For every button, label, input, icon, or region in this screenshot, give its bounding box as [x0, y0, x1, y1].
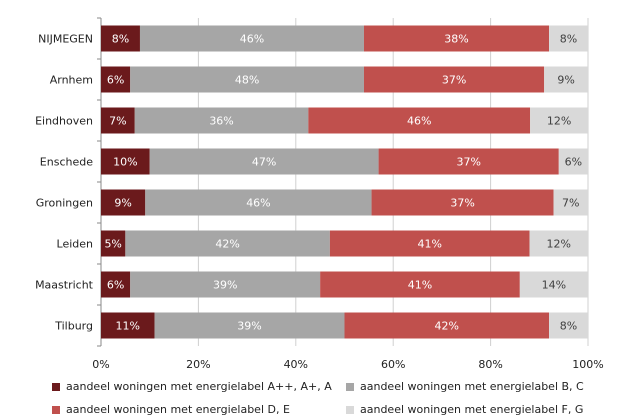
data-label: 8% — [112, 33, 129, 46]
x-tick-label: 80% — [478, 358, 502, 371]
bar-segment — [101, 25, 140, 52]
data-label: 41% — [417, 238, 441, 251]
data-label: 46% — [240, 33, 264, 46]
bar-segment — [125, 230, 330, 257]
bar-segment — [101, 148, 150, 175]
bar-segment — [371, 189, 554, 216]
bar-segment — [363, 66, 545, 93]
data-label: 46% — [407, 115, 431, 128]
category-label: Groningen — [36, 197, 93, 210]
data-label: 41% — [408, 279, 432, 292]
bar-segment — [344, 312, 550, 339]
bar-segment — [549, 312, 588, 339]
bar-segment — [154, 312, 345, 339]
data-label: 12% — [547, 115, 571, 128]
category-label: Eindhoven — [35, 115, 93, 128]
bar-segment — [308, 107, 531, 134]
data-label: 42% — [215, 238, 239, 251]
bar-segment — [529, 230, 588, 257]
data-label: 39% — [213, 279, 237, 292]
data-label: 39% — [237, 320, 261, 333]
data-label: 9% — [557, 74, 574, 87]
data-label: 14% — [542, 279, 566, 292]
category-label: Maastricht — [35, 279, 94, 292]
data-label: 42% — [435, 320, 459, 333]
bar-segment — [519, 271, 588, 298]
bar-segment — [378, 148, 559, 175]
x-tick-label: 20% — [186, 358, 210, 371]
bar-segment — [134, 107, 309, 134]
data-label: 12% — [547, 238, 571, 251]
x-tick-label: 60% — [381, 358, 405, 371]
data-label: 7% — [562, 197, 579, 210]
bar-segment — [101, 66, 131, 93]
category-label: Arnhem — [50, 74, 93, 87]
bar-segment — [553, 189, 588, 216]
bar-segment — [329, 230, 530, 257]
bar-segment — [130, 66, 364, 93]
bar-segment — [363, 25, 550, 52]
data-label: 46% — [246, 197, 270, 210]
bar-segment — [139, 25, 364, 52]
data-label: 6% — [107, 279, 124, 292]
bar-segment — [101, 230, 126, 257]
category-label: Tilburg — [54, 320, 93, 333]
bar-segment — [101, 189, 146, 216]
data-label: 8% — [560, 320, 577, 333]
category-label: Enschede — [40, 156, 93, 169]
data-label: 9% — [114, 197, 131, 210]
bar-segment — [320, 271, 520, 298]
data-label: 6% — [107, 74, 124, 87]
bar-segment — [544, 66, 588, 93]
bar-segment — [530, 107, 588, 134]
data-label: 7% — [109, 115, 126, 128]
bar-segment — [130, 271, 321, 298]
category-label: NIJMEGEN — [38, 33, 93, 46]
data-label: 8% — [560, 33, 577, 46]
bar-segment — [101, 107, 135, 134]
data-label: 6% — [565, 156, 582, 169]
bar-segment — [549, 25, 588, 52]
data-label: 47% — [252, 156, 276, 169]
bar-segment — [558, 148, 588, 175]
bar-segment — [101, 312, 155, 339]
data-label: 36% — [209, 115, 233, 128]
x-tick-label: 100% — [572, 358, 603, 371]
data-label: 48% — [235, 74, 259, 87]
data-label: 5% — [104, 238, 121, 251]
bar-segment — [145, 189, 372, 216]
category-label: Leiden — [57, 238, 94, 251]
data-label: 37% — [450, 197, 474, 210]
bar-segment — [149, 148, 379, 175]
data-label: 37% — [456, 156, 480, 169]
data-label: 11% — [116, 320, 140, 333]
x-tick-label: 0% — [92, 358, 109, 371]
data-label: 10% — [113, 156, 137, 169]
x-tick-label: 40% — [284, 358, 308, 371]
data-label: 37% — [442, 74, 466, 87]
data-label: 38% — [444, 33, 468, 46]
bar-segment — [101, 271, 131, 298]
